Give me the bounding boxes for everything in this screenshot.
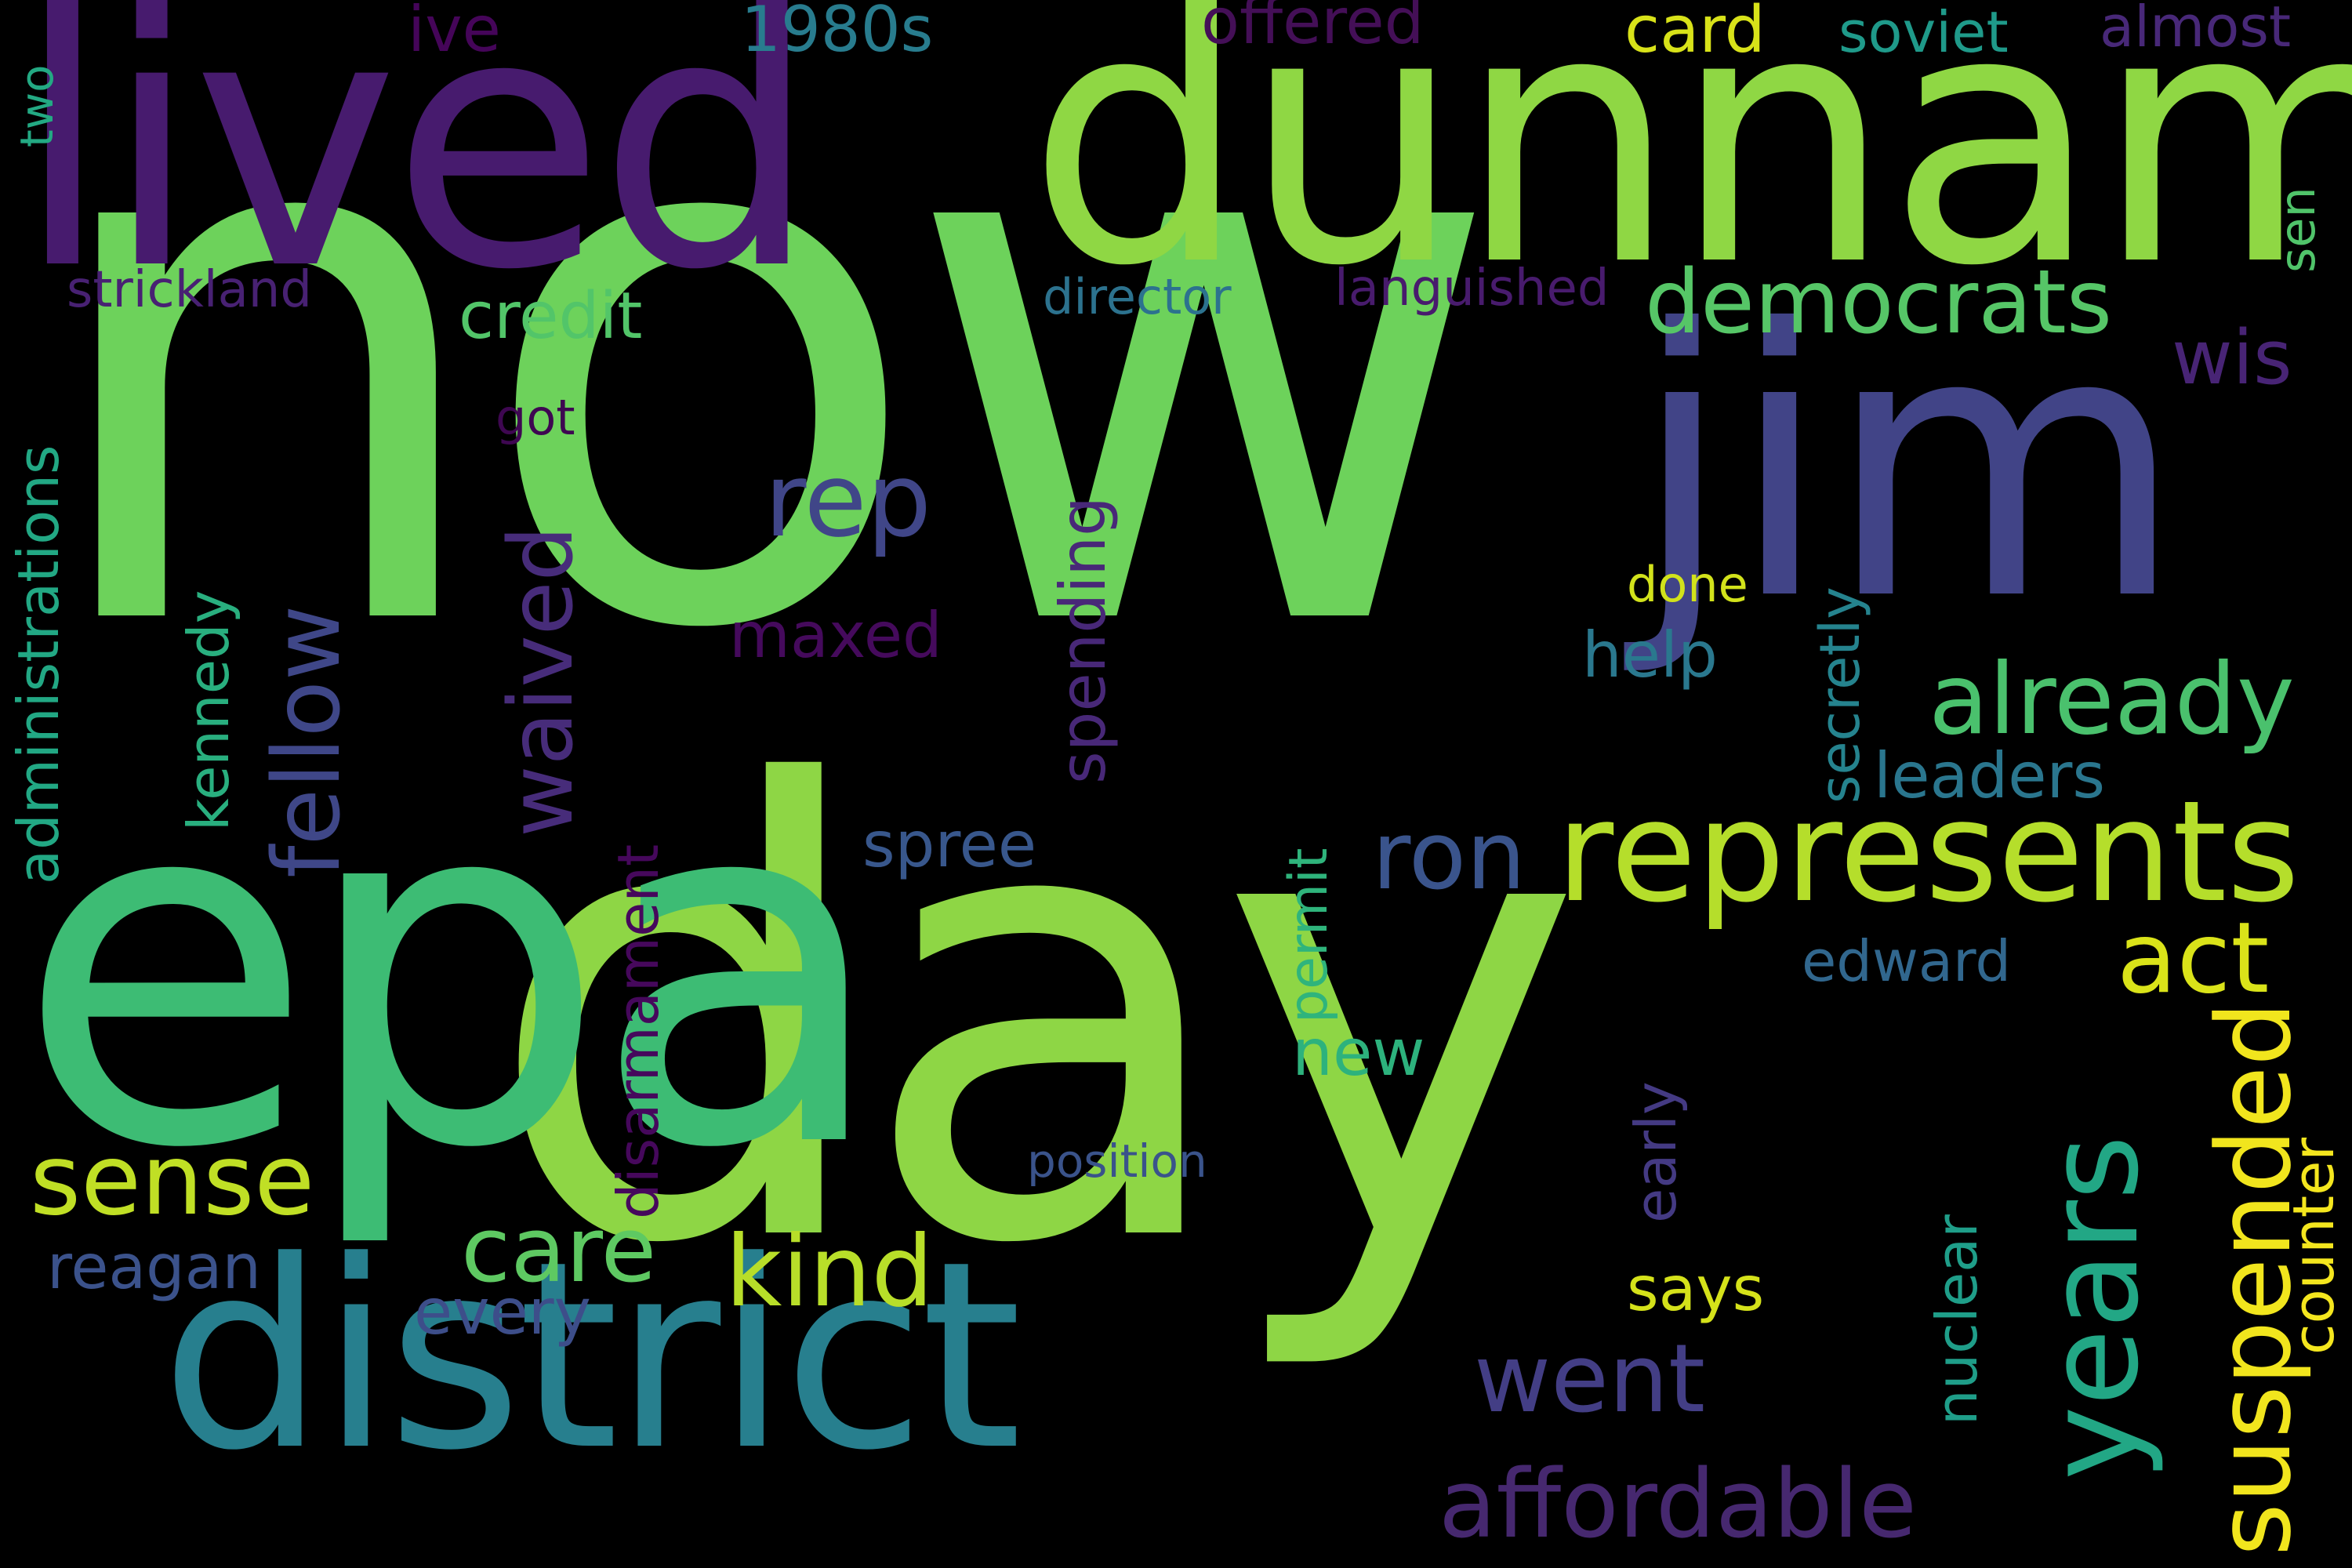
word-card: card: [1624, 0, 1766, 67]
word-strickland: strickland: [67, 261, 312, 319]
word-director: director: [1043, 268, 1232, 325]
word-affordable: affordable: [1439, 1450, 1917, 1559]
word-permit: permit: [1278, 848, 1340, 1023]
word-maxed: maxed: [729, 599, 942, 672]
word-went: went: [1474, 1325, 1706, 1434]
word-position: early: [1623, 1081, 1689, 1223]
word-sen: sen: [2269, 187, 2326, 273]
word-rep: rep: [764, 441, 932, 560]
word-democrats: democrats: [1645, 252, 2113, 354]
word-counter: every: [414, 1276, 592, 1348]
word-spending: spree: [862, 808, 1037, 881]
word-offered: offered: [1201, 0, 1425, 58]
word-dunnam: dunnam: [1027, 0, 2352, 342]
word-care: care: [461, 1198, 657, 1303]
word-represents: represents: [1556, 771, 2300, 933]
word-leaders: leaders: [1874, 739, 2106, 812]
word-ive: ive: [408, 0, 501, 66]
word-administrations: administrations: [5, 445, 71, 885]
word-kind: kind: [725, 1215, 934, 1329]
word-disarmament: disarmament: [605, 844, 671, 1219]
word-says: nuclear: [1924, 1214, 1990, 1425]
word-sense: sense: [30, 1123, 315, 1237]
word-spree: spending: [1047, 496, 1120, 784]
word-got: got: [495, 389, 575, 446]
word-lived: lived: [14, 0, 819, 346]
word-secretly: secretly: [1808, 586, 1872, 804]
word-district: district: [161, 1206, 1022, 1507]
word-jim: jim: [1631, 252, 2185, 681]
word-soviet: soviet: [1838, 0, 2009, 65]
word-epa: epa: [16, 689, 890, 1254]
word-already: already: [1929, 643, 2295, 757]
word-1980s: 1980s: [741, 0, 934, 66]
word-every: reagan: [47, 1232, 261, 1303]
word-fellow: fellow: [252, 604, 361, 878]
word-out: edward: [1802, 928, 2012, 994]
word-day: day: [485, 659, 1584, 1379]
word-edward: new: [1292, 1016, 1425, 1091]
word-early: says: [1627, 1254, 1765, 1325]
word-years: years: [2020, 1134, 2166, 1480]
word-almost: almost: [2100, 0, 2292, 60]
word-wis: wis: [2172, 315, 2292, 401]
word-ron: ron: [1372, 802, 1526, 911]
word-waived: waived: [491, 525, 593, 837]
word-new: position: [1027, 1134, 1207, 1188]
word-two: two: [10, 64, 64, 147]
word-done: done: [1627, 556, 1748, 613]
word-act: act: [2117, 902, 2270, 1015]
word-kennedy: kennedy: [176, 590, 241, 831]
word-nuclear: counter: [2281, 1137, 2347, 1355]
word-languished: languished: [1334, 260, 1610, 318]
word-now: now: [31, 0, 1505, 789]
word-help: help: [1582, 619, 1718, 691]
word-credit: credit: [459, 279, 643, 354]
